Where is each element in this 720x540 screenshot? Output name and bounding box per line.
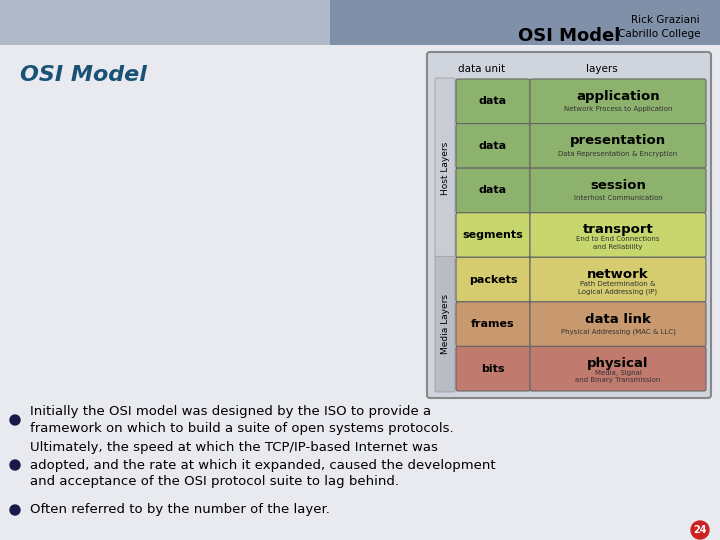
Circle shape [691, 521, 709, 539]
Text: data: data [479, 141, 507, 151]
Text: data: data [479, 96, 507, 106]
FancyBboxPatch shape [456, 124, 530, 168]
Text: Rick Graziani
Cabrillo College: Rick Graziani Cabrillo College [618, 15, 700, 39]
Text: network: network [588, 268, 649, 281]
FancyBboxPatch shape [530, 213, 706, 257]
Text: data: data [479, 185, 507, 195]
FancyBboxPatch shape [530, 347, 706, 391]
FancyBboxPatch shape [435, 256, 455, 392]
FancyBboxPatch shape [530, 79, 706, 124]
Text: data link: data link [585, 313, 651, 326]
Text: Host Layers: Host Layers [441, 141, 449, 195]
Text: segments: segments [463, 230, 523, 240]
FancyBboxPatch shape [435, 78, 455, 258]
Text: presentation: presentation [570, 134, 666, 147]
Text: application: application [576, 90, 660, 103]
Text: physical: physical [588, 357, 649, 370]
Text: bits: bits [481, 364, 505, 374]
FancyBboxPatch shape [456, 168, 530, 213]
Text: Interhost Communication: Interhost Communication [574, 195, 662, 201]
Text: Ultimately, the speed at which the TCP/IP-based Internet was
adopted, and the ra: Ultimately, the speed at which the TCP/I… [30, 442, 495, 489]
FancyBboxPatch shape [530, 257, 706, 302]
Circle shape [10, 460, 20, 470]
FancyBboxPatch shape [530, 302, 706, 347]
FancyBboxPatch shape [330, 0, 720, 45]
Text: Initially the OSI model was designed by the ISO to provide a
framework on which : Initially the OSI model was designed by … [30, 405, 454, 435]
Text: frames: frames [471, 319, 515, 329]
Text: Often referred to by the number of the layer.: Often referred to by the number of the l… [30, 503, 330, 516]
Text: OSI Model: OSI Model [518, 27, 620, 45]
FancyBboxPatch shape [456, 302, 530, 347]
FancyBboxPatch shape [0, 0, 720, 45]
FancyBboxPatch shape [456, 213, 530, 257]
Text: Path Determination &
Logical Addressing (IP): Path Determination & Logical Addressing … [578, 281, 657, 295]
Text: Media, Signal
and Binary Transmission: Media, Signal and Binary Transmission [575, 370, 661, 383]
FancyBboxPatch shape [530, 168, 706, 213]
Text: 24: 24 [693, 525, 707, 535]
Text: transport: transport [582, 224, 653, 237]
Text: Data Representation & Encryption: Data Representation & Encryption [559, 151, 678, 157]
Text: Media Layers: Media Layers [441, 294, 449, 354]
FancyBboxPatch shape [456, 79, 530, 124]
Circle shape [10, 415, 20, 425]
Text: data unit: data unit [459, 64, 505, 74]
Text: Physical Addressing (MAC & LLC): Physical Addressing (MAC & LLC) [561, 329, 675, 335]
FancyBboxPatch shape [456, 257, 530, 302]
Text: packets: packets [469, 274, 517, 285]
FancyBboxPatch shape [456, 347, 530, 391]
Circle shape [10, 505, 20, 515]
FancyBboxPatch shape [530, 124, 706, 168]
Text: session: session [590, 179, 646, 192]
Text: OSI Model: OSI Model [20, 65, 147, 85]
Text: layers: layers [586, 64, 618, 74]
Text: End to End Connections
and Reliability: End to End Connections and Reliability [576, 237, 660, 249]
Text: Network Process to Application: Network Process to Application [564, 106, 672, 112]
FancyBboxPatch shape [427, 52, 711, 398]
